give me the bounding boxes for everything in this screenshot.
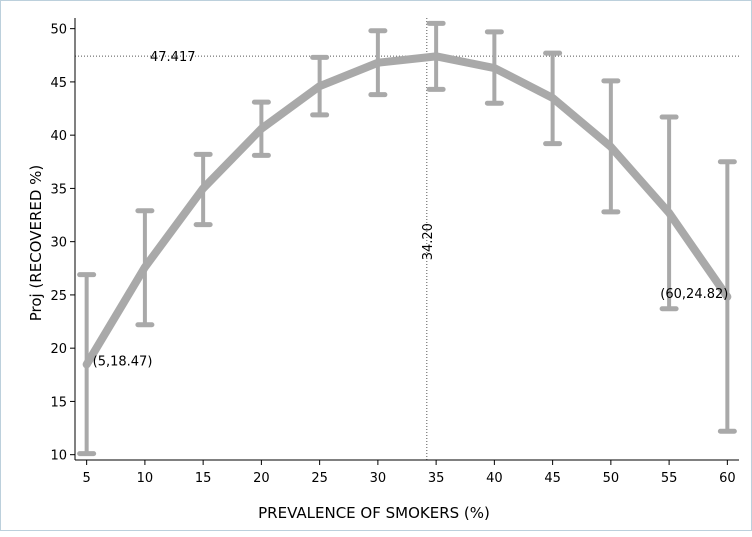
x-tick-label: 15 — [195, 471, 212, 486]
data-point — [552, 97, 554, 99]
y-axis-title: Proj (RECOVERED %) — [27, 165, 45, 322]
data-point — [377, 62, 379, 64]
y-tick-label: 10 — [50, 449, 67, 464]
point-label: (60,24.82) — [660, 287, 728, 302]
data-point — [726, 296, 728, 298]
x-tick-label: 60 — [719, 471, 736, 486]
x-tick-label: 55 — [661, 471, 678, 486]
data-point — [202, 187, 204, 189]
y-tick-label: 20 — [50, 342, 67, 357]
point-label: (5,18.47) — [93, 354, 153, 369]
x-tick-label: 5 — [83, 471, 91, 486]
data-point — [319, 85, 321, 87]
data-point — [668, 212, 670, 214]
x-axis-title: PREVALENCE OF SMOKERS (%) — [258, 504, 490, 522]
y-tick-label: 40 — [50, 129, 67, 144]
reference-label-vertical: 34.20 — [421, 223, 436, 260]
x-tick-label: 10 — [137, 471, 154, 486]
x-tick-label: 35 — [428, 471, 445, 486]
x-tick-label: 20 — [253, 471, 270, 486]
data-point — [435, 55, 437, 57]
data-point — [610, 146, 612, 148]
x-tick-label: 45 — [544, 471, 561, 486]
y-tick-label: 45 — [50, 76, 67, 91]
error-bars — [77, 20, 737, 457]
data-point — [260, 128, 262, 130]
x-tick-label: 40 — [486, 471, 503, 486]
series-line — [82, 52, 732, 369]
data-point — [86, 363, 88, 365]
x-tick-label: 25 — [311, 471, 328, 486]
x-tick-label: 50 — [603, 471, 620, 486]
y-tick-label: 15 — [50, 395, 67, 410]
x-tick-label: 30 — [370, 471, 387, 486]
data-point — [493, 67, 495, 69]
series-line-group — [82, 52, 732, 369]
annotations: 47.417 34.20 (5,18.47) (60,24.82) — [93, 50, 729, 369]
reference-lines — [75, 18, 739, 460]
data-point — [144, 266, 146, 268]
y-tick-label: 25 — [50, 289, 67, 304]
y-tick-label: 35 — [50, 182, 67, 197]
axes: 10 15 20 25 30 35 40 45 50 5 10 15 20 25 30 35 40 45 50 55 6… — [50, 18, 739, 486]
reference-label-horizontal: 47.417 — [150, 50, 196, 65]
y-tick-label: 30 — [50, 236, 67, 251]
y-tick-label: 50 — [50, 23, 67, 38]
